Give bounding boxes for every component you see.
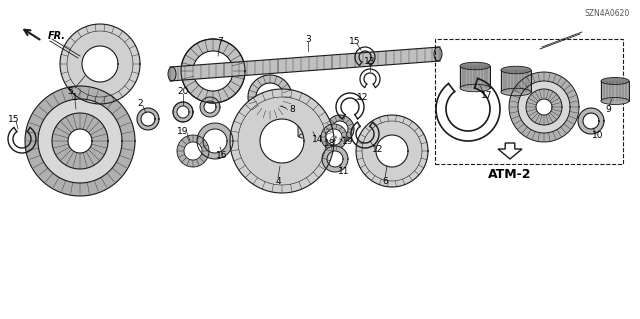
Polygon shape bbox=[200, 97, 220, 117]
Text: ATM-2: ATM-2 bbox=[488, 167, 532, 181]
Ellipse shape bbox=[501, 88, 531, 96]
Text: 15: 15 bbox=[8, 115, 20, 123]
Text: 6: 6 bbox=[382, 176, 388, 186]
Text: 13: 13 bbox=[364, 56, 376, 65]
Polygon shape bbox=[38, 99, 122, 183]
Text: 8: 8 bbox=[289, 105, 295, 114]
Text: 19: 19 bbox=[177, 127, 189, 136]
Text: 9: 9 bbox=[605, 105, 611, 114]
Polygon shape bbox=[321, 124, 347, 150]
Polygon shape bbox=[356, 115, 428, 187]
Polygon shape bbox=[193, 51, 233, 91]
Text: 16: 16 bbox=[216, 152, 228, 160]
Polygon shape bbox=[526, 89, 562, 125]
Bar bbox=[601, 81, 629, 101]
Polygon shape bbox=[248, 75, 292, 119]
Polygon shape bbox=[52, 113, 108, 169]
Polygon shape bbox=[332, 121, 348, 137]
Ellipse shape bbox=[434, 47, 442, 61]
Text: 11: 11 bbox=[339, 167, 349, 175]
Polygon shape bbox=[518, 81, 570, 133]
Text: 18: 18 bbox=[324, 139, 336, 149]
Polygon shape bbox=[326, 115, 354, 143]
Text: 1: 1 bbox=[72, 93, 78, 101]
Text: 15: 15 bbox=[349, 36, 361, 46]
Polygon shape bbox=[173, 102, 193, 122]
Polygon shape bbox=[326, 129, 342, 145]
FancyBboxPatch shape bbox=[298, 117, 316, 137]
Polygon shape bbox=[509, 72, 579, 142]
Ellipse shape bbox=[460, 62, 490, 70]
Text: 14: 14 bbox=[312, 135, 324, 144]
Polygon shape bbox=[578, 108, 604, 134]
Polygon shape bbox=[230, 89, 334, 193]
Text: 19: 19 bbox=[342, 137, 354, 145]
Text: 5: 5 bbox=[67, 86, 73, 95]
Polygon shape bbox=[170, 47, 440, 81]
Text: 2: 2 bbox=[137, 100, 143, 108]
Ellipse shape bbox=[601, 78, 629, 85]
Polygon shape bbox=[256, 83, 284, 111]
Text: 7: 7 bbox=[217, 36, 223, 46]
Text: 10: 10 bbox=[592, 131, 604, 140]
Text: 12: 12 bbox=[372, 145, 384, 153]
Text: 12: 12 bbox=[357, 93, 369, 101]
Polygon shape bbox=[25, 86, 135, 196]
Bar bbox=[435, 39, 623, 164]
Ellipse shape bbox=[460, 84, 490, 92]
Ellipse shape bbox=[501, 66, 531, 74]
Polygon shape bbox=[322, 146, 348, 172]
Text: 17: 17 bbox=[481, 91, 493, 100]
Text: SZN4A0620: SZN4A0620 bbox=[585, 10, 630, 19]
Polygon shape bbox=[181, 39, 245, 103]
Polygon shape bbox=[184, 142, 202, 160]
Polygon shape bbox=[60, 24, 140, 104]
Bar bbox=[501, 70, 531, 92]
Ellipse shape bbox=[299, 133, 315, 139]
Ellipse shape bbox=[299, 115, 315, 121]
Ellipse shape bbox=[601, 98, 629, 105]
Polygon shape bbox=[498, 143, 522, 159]
Polygon shape bbox=[197, 123, 233, 159]
Text: 20: 20 bbox=[177, 86, 189, 95]
Text: 3: 3 bbox=[305, 34, 311, 43]
Bar bbox=[460, 66, 490, 88]
Text: 4: 4 bbox=[275, 176, 281, 186]
Polygon shape bbox=[177, 135, 209, 167]
Text: FR.: FR. bbox=[48, 31, 66, 41]
Ellipse shape bbox=[168, 67, 176, 81]
Polygon shape bbox=[137, 108, 159, 130]
